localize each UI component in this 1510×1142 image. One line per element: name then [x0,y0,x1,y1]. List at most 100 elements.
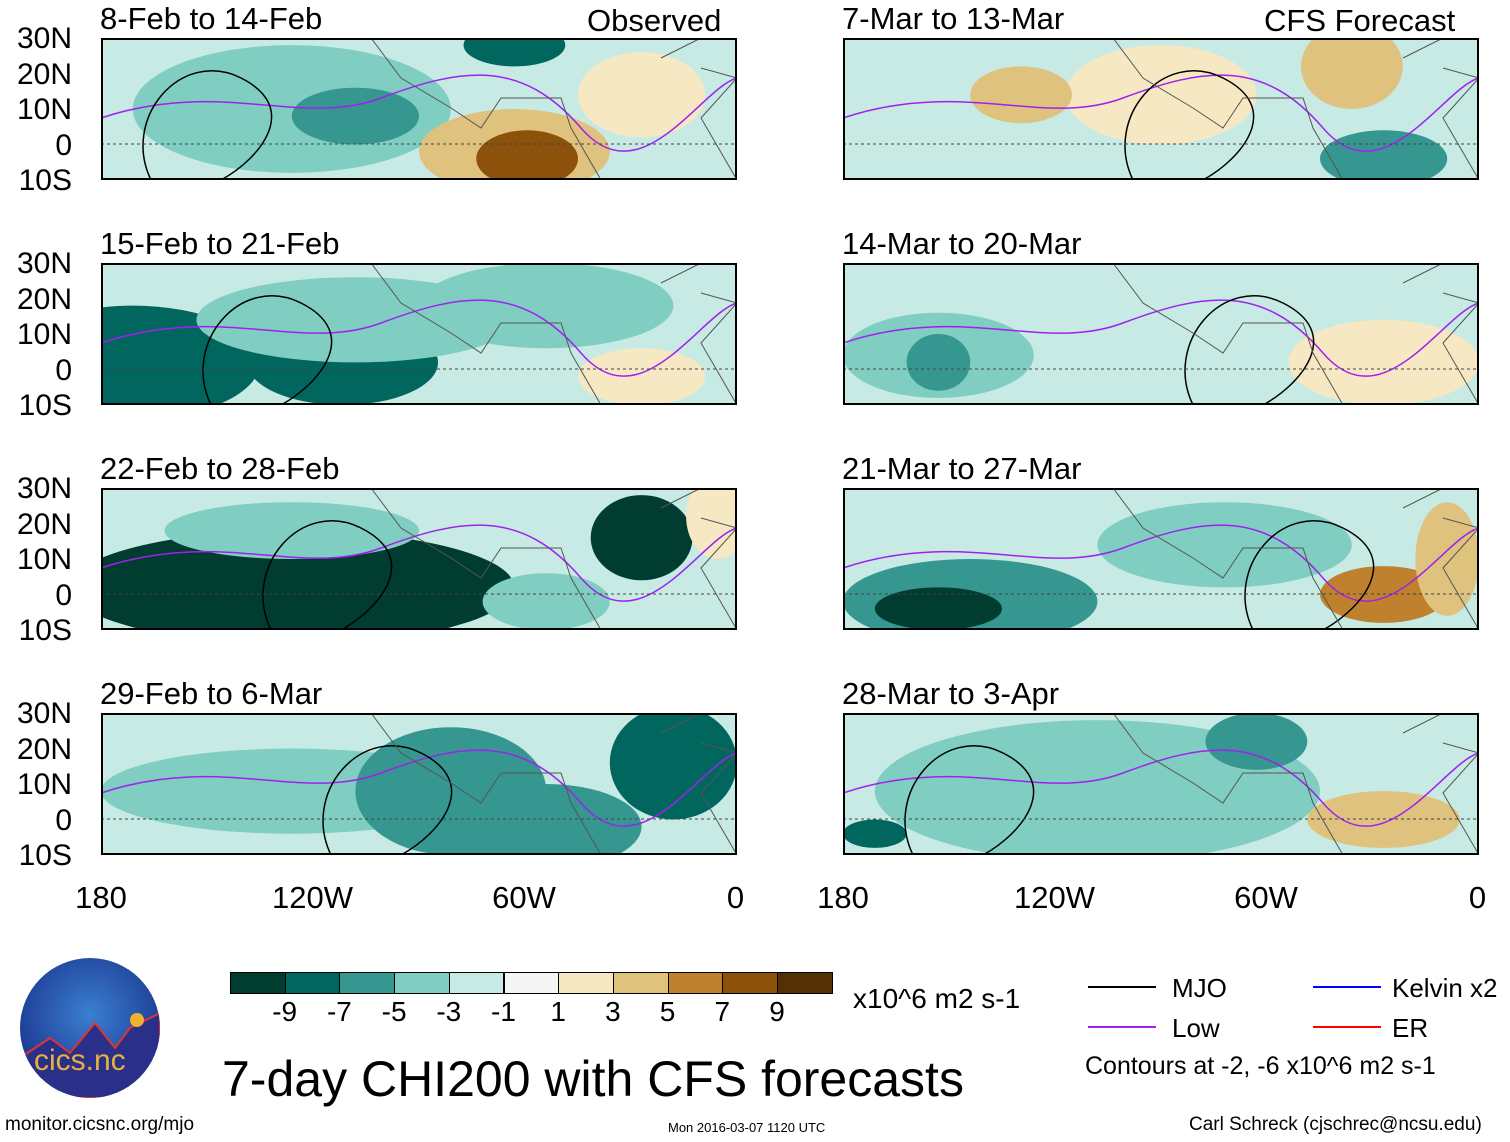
legend-line-low [1088,1026,1156,1028]
panel-title: 29-Feb to 6-Mar [100,676,323,711]
anomaly-region [874,720,1320,855]
lat-tick-label: 10N [16,543,72,576]
colorbar-swatch [667,972,724,994]
anomaly-region [1205,713,1308,770]
low-contour [101,524,737,602]
anomaly-region [164,502,419,559]
anomaly-region [1320,130,1448,180]
coastline [1112,713,1479,855]
logo-text: cics.nc [34,1044,126,1077]
panel-frame [101,38,737,180]
colorbar-swatch [503,972,560,994]
lat-tick-label: 0 [55,128,72,162]
anomaly-map-panel [843,263,1479,405]
legend-label-er: ER [1392,1013,1429,1043]
mjo-contour [1124,70,1255,180]
colorbar-tick-label: -3 [436,996,462,1027]
coastline [1112,38,1479,180]
colorbar-swatch [722,972,778,994]
lon-tick-label: 0 [726,880,745,915]
panel-frame [101,263,737,405]
anomaly-map-panel [101,713,737,855]
colorbar-swatch [284,972,341,994]
mjo-contour [904,745,1035,855]
lat-tick-label: 10S [18,164,72,197]
figure-title: 7-day CHI200 with CFS forecasts [222,1051,964,1107]
coastline [370,263,737,405]
anomaly-region [843,123,971,180]
anomaly-map-panel [843,38,1479,180]
lat-tick-label: 10S [18,614,72,647]
lat-tick-label: 30N [16,22,72,55]
lat-tick-label: 30N [16,247,72,280]
colorbar-tick-label: -9 [272,996,298,1027]
panel-title: 22-Feb to 28-Feb [100,451,340,486]
lat-tick-label: 20N [16,507,72,541]
anomaly-region [578,52,706,138]
colorbar-tick-label: -1 [491,996,516,1027]
colorbar-units: x10^6 m2 s-1 [853,983,1021,1014]
panel-title: 15-Feb to 21-Feb [100,226,340,261]
source-url[interactable]: monitor.cicsnc.org/mjo [5,1114,195,1135]
anomaly-region [450,784,642,855]
coastline [370,38,737,180]
coastline [1112,488,1479,630]
anomaly-region [970,66,1072,124]
panel-title: 7-Mar to 13-Mar [842,1,1065,36]
mjo-contour [322,745,453,855]
colorbar-tick-label: 1 [550,996,566,1027]
colorbar-tick-label: 3 [605,996,621,1027]
lon-tick-label: 60W [1234,880,1298,915]
colorbar-tick-label: -7 [326,996,352,1027]
colorbar-tick-label: -5 [381,996,407,1027]
mjo-contour [1244,520,1375,630]
anomaly-region [578,348,706,405]
colorbar-swatch [558,972,614,994]
anomaly-map-panel [101,263,737,405]
anomaly-region [874,587,1002,630]
low-contour [843,749,1479,827]
anomaly-region [1065,45,1257,145]
lat-tick-label: 0 [55,578,72,612]
colorbar-tick-label: 5 [659,996,676,1027]
panel-frame [101,488,737,630]
anomaly-region [1415,502,1479,616]
anomaly-map-panel [101,38,737,180]
anomaly-map-panel [101,488,737,630]
panel-frame [843,488,1479,630]
low-contour [843,524,1479,602]
colorbar-swatch [448,972,505,994]
legend-line-kelvin [1313,986,1381,988]
colorbar-swatch [777,972,833,994]
cics-logo: cics.nc [20,958,160,1098]
coastline [370,713,737,855]
observed-label: Observed [587,3,722,38]
lat-tick-label: 10N [16,93,72,126]
legend-label-low: Low [1172,1013,1220,1043]
lat-tick-label: 30N [16,697,72,730]
anomaly-region [476,130,578,180]
anomaly-region [686,488,737,559]
panel-frame [843,263,1479,405]
lat-tick-label: 10S [18,389,72,422]
anomaly-region [843,819,907,848]
lon-tick-label: 0 [1468,880,1487,915]
legend-label-mjo: MJO [1172,973,1227,1003]
low-contour [101,299,737,377]
low-contour [101,749,737,827]
anomaly-region [482,573,610,630]
panel-frame [843,38,1479,180]
anomaly-region [101,530,515,630]
lat-tick-label: 20N [16,732,72,766]
author-credit: Carl Schreck (cjschrec@ncsu.edu) [1189,1114,1482,1135]
mjo-contour [202,295,333,405]
anomaly-region [1097,502,1352,588]
lat-tick-label: 0 [55,353,72,387]
anomaly-region [419,263,674,349]
mjo-contour [1184,295,1315,405]
colorbar-swatch [394,972,450,994]
cfs-forecast-label: CFS Forecast [1264,3,1456,38]
lat-tick-label: 10S [18,839,72,872]
lat-tick-label: 10N [16,768,72,801]
anomaly-region [1288,319,1479,405]
